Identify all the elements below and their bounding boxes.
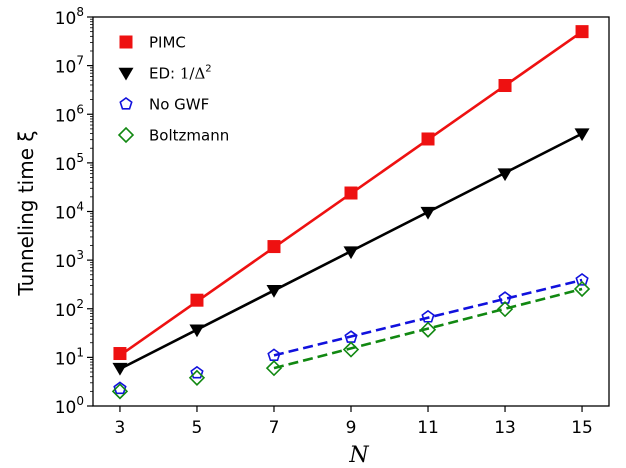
y-tick-label: 101 bbox=[55, 345, 84, 369]
legend-label: No GWF bbox=[149, 96, 209, 114]
y-tick-label: 103 bbox=[55, 248, 84, 272]
data-point bbox=[575, 273, 589, 286]
legend-label: PIMC bbox=[149, 34, 186, 52]
x-tick-label: 15 bbox=[571, 418, 593, 438]
data-point bbox=[344, 186, 358, 200]
data-point bbox=[419, 321, 437, 338]
y-tick-label: 102 bbox=[55, 297, 84, 321]
data-point bbox=[190, 293, 204, 307]
x-tick-label: 3 bbox=[115, 418, 126, 438]
data-point bbox=[190, 365, 204, 379]
y-axis-label: Tunneling time ξ bbox=[14, 130, 38, 296]
data-point bbox=[575, 25, 589, 39]
x-axis-label: N bbox=[348, 443, 369, 468]
legend: PIMC ED: 1/Δ2 No GWF Boltzmann bbox=[117, 34, 229, 145]
data-point bbox=[574, 128, 590, 142]
x-tick-label: 11 bbox=[417, 418, 439, 438]
axis-ticks: 3 5 7 9 11 13 15 100 101 102 103 104 105 106 107 108 bbox=[55, 5, 593, 438]
data-point bbox=[498, 79, 512, 93]
y-tick-label: 104 bbox=[55, 200, 84, 224]
legend-marker bbox=[119, 97, 133, 110]
y-tick-label: 107 bbox=[55, 54, 84, 78]
legend-marker bbox=[117, 126, 135, 144]
data-point bbox=[189, 324, 205, 338]
data-point bbox=[573, 280, 591, 298]
data-point bbox=[421, 132, 435, 146]
legend-marker bbox=[118, 67, 134, 81]
x-tick-label: 5 bbox=[192, 418, 203, 438]
legend-label: Boltzmann bbox=[149, 127, 229, 145]
legend-marker bbox=[119, 35, 133, 49]
data-point bbox=[496, 301, 514, 318]
y-tick-label: 105 bbox=[55, 151, 84, 175]
data-point bbox=[267, 240, 281, 254]
data-point bbox=[420, 206, 436, 220]
data-markers bbox=[111, 25, 591, 400]
y-tick-label: 100 bbox=[55, 394, 84, 418]
fit-line bbox=[273, 278, 583, 357]
data-point bbox=[343, 246, 359, 260]
fit-line bbox=[273, 287, 583, 370]
data-point bbox=[265, 360, 283, 377]
data-point bbox=[112, 362, 128, 376]
data-point bbox=[113, 347, 127, 361]
x-tick-label: 7 bbox=[269, 418, 280, 438]
legend-label: ED: 1/Δ2 bbox=[149, 64, 212, 83]
data-point bbox=[266, 285, 282, 298]
x-tick-label: 13 bbox=[494, 418, 516, 438]
data-point bbox=[113, 381, 127, 395]
y-tick-label: 106 bbox=[55, 102, 84, 126]
data-point bbox=[421, 309, 435, 323]
y-tick-label: 108 bbox=[55, 5, 84, 29]
x-tick-label: 9 bbox=[346, 418, 357, 438]
data-point bbox=[342, 341, 360, 358]
data-point bbox=[497, 168, 513, 182]
data-point bbox=[188, 369, 206, 386]
data-point bbox=[111, 383, 129, 400]
